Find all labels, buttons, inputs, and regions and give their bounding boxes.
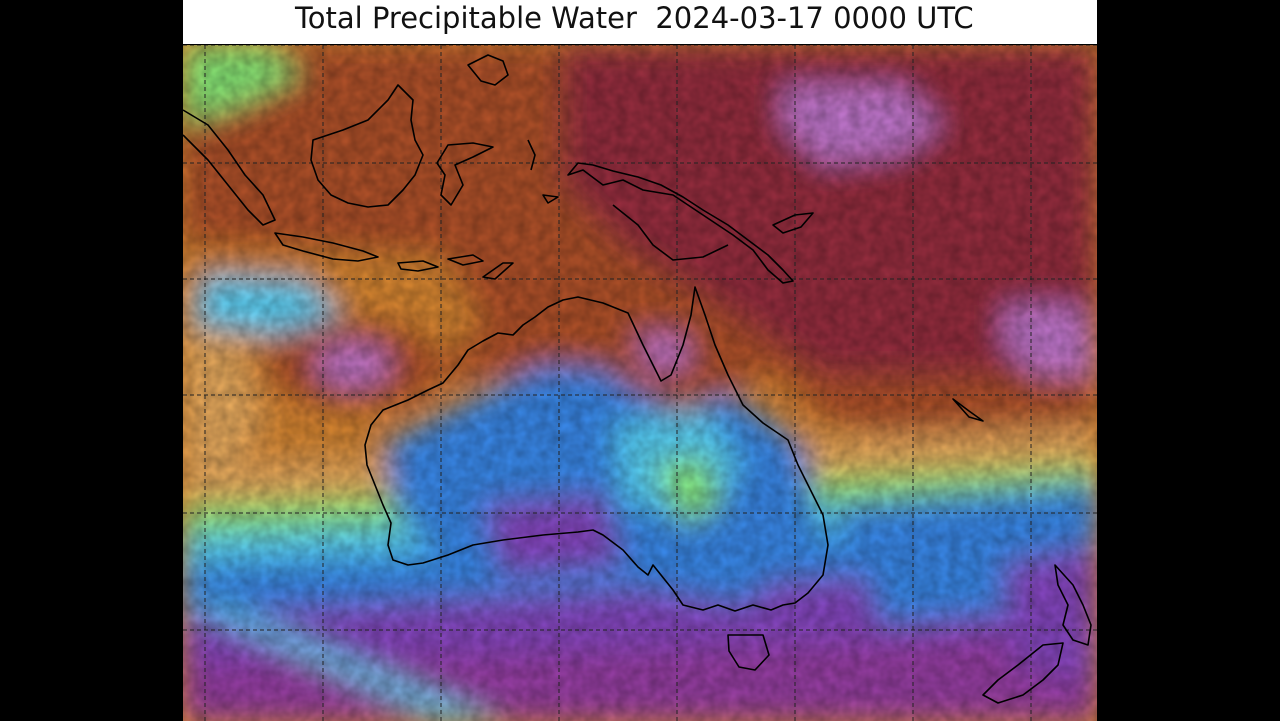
precipitable-water-map xyxy=(183,44,1097,721)
molucca-islands xyxy=(527,139,559,204)
java-coastline xyxy=(274,232,379,262)
moisture-field xyxy=(183,45,1097,721)
new-guinea-coastline xyxy=(567,162,794,284)
new-britain-coastline xyxy=(772,212,814,234)
tasmania-coastline xyxy=(727,634,770,671)
sulawesi-coastline xyxy=(436,142,494,206)
map-svg xyxy=(183,45,1097,721)
sumatra-coastline xyxy=(183,109,276,226)
borneo-coastline xyxy=(310,84,424,208)
mindanao-coastline xyxy=(467,54,509,86)
australia-coastline xyxy=(364,286,829,612)
new-zealand-north-island xyxy=(1054,564,1092,646)
lesser-sunda-islands xyxy=(397,254,514,280)
new-zealand-south-island xyxy=(982,642,1064,704)
new-caledonia-coastline xyxy=(952,398,984,422)
coastlines xyxy=(183,54,1092,704)
map-title: Total Precipitable Water 2024-03-17 0000… xyxy=(295,1,974,35)
lat-lon-grid xyxy=(183,45,1097,721)
new-guinea-south-coast xyxy=(612,204,729,261)
map-panel: Total Precipitable Water 2024-03-17 0000… xyxy=(183,0,1097,721)
